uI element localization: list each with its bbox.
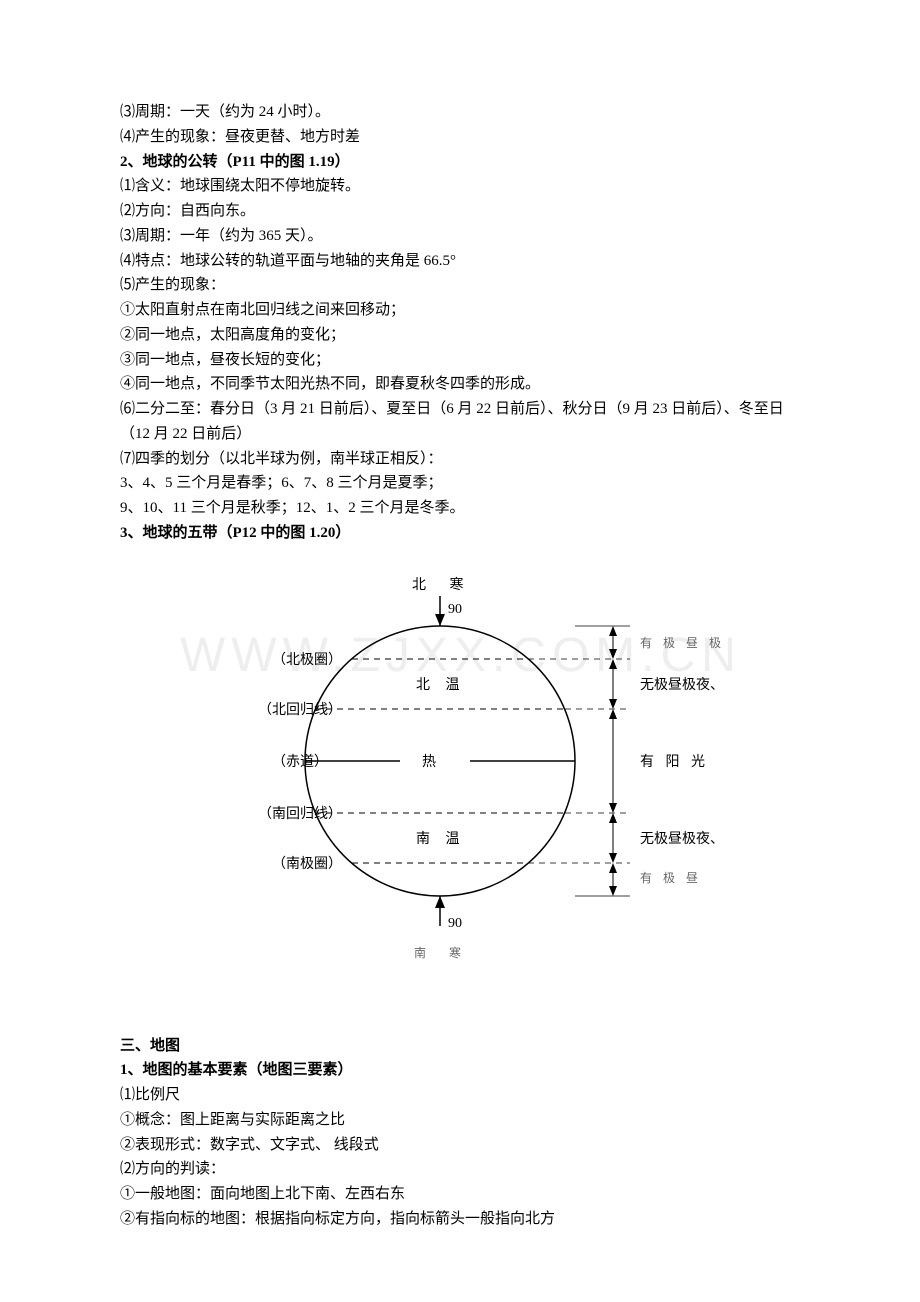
antarctic-circle-label: （南极圈） — [272, 853, 342, 876]
earth-zones-diagram: WWW.ZJXX.COM.CN — [120, 556, 800, 986]
equator-label: （赤道） — [272, 751, 328, 774]
tropic-capricorn-label: （南回归线） — [258, 803, 342, 826]
hot-zone-label: 热 — [422, 751, 436, 774]
text-line: ①概念：图上距离与实际距离之比 — [120, 1108, 800, 1133]
text-line: ②有指向标的地图：根据指向标定方向，指向标箭头一般指向北方 — [120, 1207, 800, 1232]
text-line: ⑷特点：地球公转的轨道平面与地轴的夹角是 66.5° — [120, 249, 800, 274]
text-line: ②同一地点，太阳高度角的变化； — [120, 323, 800, 348]
text-line: ②表现形式：数字式、文字式、 线段式 — [120, 1133, 800, 1158]
south-cold-label: 南 寒 — [414, 944, 471, 964]
right-polar-south-label: 有 极 昼 — [640, 869, 702, 889]
north-temperate-label: 北 温 — [416, 674, 466, 697]
text-line: ③同一地点，昼夜长短的变化； — [120, 348, 800, 373]
spacer — [120, 1006, 800, 1034]
right-polar-north-label: 有 极 昼 极 — [640, 634, 725, 654]
text-line: ⑺四季的划分（以北半球为例，南半球正相反）： — [120, 447, 800, 472]
text-line: ①太阳直射点在南北回归线之间来回移动； — [120, 298, 800, 323]
heading: 3、地球的五带（P12 中的图 1.20） — [120, 521, 800, 546]
text-line: ⑶周期：一天（约为 24 小时）。 — [120, 100, 800, 125]
heading: 2、地球的公转（P11 中的图 1.19） — [120, 150, 800, 175]
tropic-cancer-label: （北回归线） — [258, 699, 342, 722]
text-line: 3、4、5 三个月是春季；6、7、8 三个月是夏季； — [120, 471, 800, 496]
document-page: ⑶周期：一天（约为 24 小时）。 ⑷产生的现象：昼夜更替、地方时差 2、地球的… — [0, 0, 920, 1292]
text-line: ⑵方向的判读： — [120, 1157, 800, 1182]
text-line: ⑶周期：一年（约为 365 天）。 — [120, 224, 800, 249]
north-cold-label: 北 寒 — [412, 574, 474, 597]
text-line: ⑵方向：自西向东。 — [120, 199, 800, 224]
text-line: ①一般地图：面向地图上北下南、左西右东 — [120, 1182, 800, 1207]
heading: 1、地图的基本要素（地图三要素） — [120, 1058, 800, 1083]
north-90-label: 90 — [448, 598, 462, 621]
arctic-circle-label: （北极圈） — [272, 649, 342, 672]
right-temperate-south-label: 无极昼极夜、 — [640, 828, 724, 851]
right-hot-label: 有 阳 光 — [640, 751, 709, 774]
text-line: 9、10、11 三个月是秋季；12、1、2 三个月是冬季。 — [120, 496, 800, 521]
text-line: ⑸产生的现象： — [120, 273, 800, 298]
text-line: ⑴比例尺 — [120, 1083, 800, 1108]
right-temperate-north-label: 无极昼极夜、 — [640, 674, 724, 697]
text-line: ⑷产生的现象：昼夜更替、地方时差 — [120, 125, 800, 150]
south-temperate-label: 南 温 — [416, 828, 466, 851]
south-90-label: 90 — [448, 912, 462, 935]
text-line: ④同一地点，不同季节太阳光热不同，即春夏秋冬四季的形成。 — [120, 372, 800, 397]
heading: 三、地图 — [120, 1034, 800, 1059]
text-line: ⑹二分二至：春分日（3 月 21 日前后）、夏至日（6 月 22 日前后）、秋分… — [120, 397, 800, 447]
text-line: ⑴含义：地球围绕太阳不停地旋转。 — [120, 174, 800, 199]
